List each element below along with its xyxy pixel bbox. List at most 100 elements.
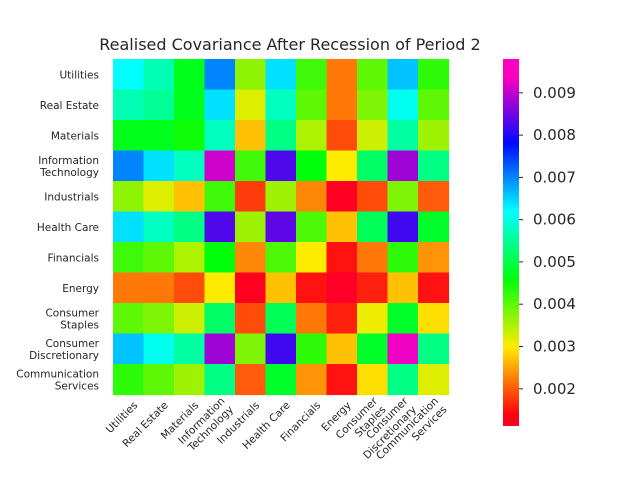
heatmap-cell — [235, 364, 267, 396]
heatmap-cell — [326, 333, 358, 365]
heatmap-cell — [418, 89, 450, 121]
heatmap-cell — [418, 272, 450, 304]
heatmap-cell — [357, 150, 389, 182]
colorbar — [503, 59, 519, 426]
heatmap-cell — [265, 242, 297, 274]
heatmap-cell — [235, 120, 267, 152]
heatmap-cell — [265, 333, 297, 365]
heatmap-cell — [387, 303, 419, 335]
heatmap-cell — [113, 181, 145, 213]
heatmap-cell — [387, 242, 419, 274]
heatmap-cell — [387, 211, 419, 243]
heatmap-cell — [235, 150, 267, 182]
heatmap-cell — [357, 364, 389, 396]
heatmap-cell — [296, 303, 328, 335]
heatmap-cell — [204, 59, 236, 91]
heatmap-cell — [326, 364, 358, 396]
heatmap-cell — [143, 364, 175, 396]
heatmap-cell — [143, 303, 175, 335]
heatmap-cell — [296, 89, 328, 121]
heatmap-cell — [143, 120, 175, 152]
heatmap-cell — [265, 59, 297, 91]
y-tick-label: Real Estate — [40, 100, 99, 112]
y-tick-label: Utilities — [59, 69, 99, 81]
heatmap-cell — [113, 333, 145, 365]
y-tick-label: Industrials — [44, 191, 99, 203]
heatmap-cell — [204, 272, 236, 304]
heatmap-cell — [357, 59, 389, 91]
heatmap-cell — [235, 303, 267, 335]
colorbar-ticks: 0.002 0.003 0.004 0.005 0.006 0.007 0.008 0.009 — [519, 84, 576, 398]
heatmap-cell — [143, 211, 175, 243]
heatmap-cell — [265, 181, 297, 213]
heatmap-cell — [326, 59, 358, 91]
heatmap-cell — [296, 181, 328, 213]
y-tick-label: Consumer Discretionary — [29, 338, 100, 362]
heatmap-cell — [113, 364, 145, 396]
heatmap-cell — [204, 150, 236, 182]
colorbar-tick-label: 0.009 — [533, 84, 576, 102]
heatmap-cell — [204, 181, 236, 213]
heatmap-cell — [418, 303, 450, 335]
heatmap-cell — [174, 242, 206, 274]
colorbar-tick-label: 0.007 — [533, 168, 576, 186]
heatmap-cell — [326, 272, 358, 304]
heatmap-cell — [418, 211, 450, 243]
heatmap-cell — [174, 333, 206, 365]
heatmap-cell — [387, 59, 419, 91]
colorbar-tick-label: 0.005 — [533, 253, 576, 271]
heatmap-cell — [113, 89, 145, 121]
colorbar-tick-label: 0.002 — [533, 380, 576, 398]
heatmap-cell — [296, 59, 328, 91]
heatmap-cell — [235, 242, 267, 274]
heatmap-cell — [174, 150, 206, 182]
y-tick-label: Financials — [48, 252, 99, 264]
y-tick-label: Consumer Staples — [45, 307, 99, 331]
heatmap-cell — [265, 211, 297, 243]
heatmap-cell — [235, 59, 267, 91]
heatmap-cell — [296, 242, 328, 274]
heatmap-cell — [143, 59, 175, 91]
heatmap-cell — [357, 120, 389, 152]
heatmap-cell — [418, 181, 450, 213]
heatmap-cell — [204, 120, 236, 152]
heatmap-cell — [357, 89, 389, 121]
heatmap-cell — [143, 150, 175, 182]
heatmap-cell — [265, 120, 297, 152]
colorbar-tick-label: 0.008 — [533, 126, 576, 144]
heatmap-cell — [174, 181, 206, 213]
heatmap-cell — [418, 59, 450, 91]
heatmap-cell — [113, 150, 145, 182]
heatmap-cell — [265, 303, 297, 335]
heatmap-cell — [235, 272, 267, 304]
heatmap-cell — [326, 120, 358, 152]
heatmap-cell — [174, 120, 206, 152]
heatmap-cell — [296, 272, 328, 304]
heatmap-cell — [387, 120, 419, 152]
heatmap-cell — [296, 150, 328, 182]
heatmap-cell — [143, 89, 175, 121]
heatmap-cell — [174, 211, 206, 243]
heatmap-cell — [174, 272, 206, 304]
heatmap-cell — [326, 211, 358, 243]
heatmap-cell — [387, 272, 419, 304]
heatmap-cell — [204, 211, 236, 243]
heatmap-cell — [143, 242, 175, 274]
heatmap-cell — [387, 181, 419, 213]
heatmap-cell — [113, 59, 145, 91]
heatmap-cell — [357, 181, 389, 213]
heatmap-cell — [113, 272, 145, 304]
heatmap-cell — [204, 333, 236, 365]
colorbar-tick-label: 0.006 — [533, 211, 576, 229]
heatmap-cell — [143, 181, 175, 213]
heatmap-cell — [113, 303, 145, 335]
heatmap-cell — [265, 272, 297, 304]
heatmap-cell — [357, 242, 389, 274]
heatmap-cell — [143, 272, 175, 304]
heatmap-cell — [387, 150, 419, 182]
heatmap-cell — [357, 272, 389, 304]
heatmap-cell — [235, 181, 267, 213]
heatmap-cell — [357, 333, 389, 365]
heatmap-cell — [265, 89, 297, 121]
